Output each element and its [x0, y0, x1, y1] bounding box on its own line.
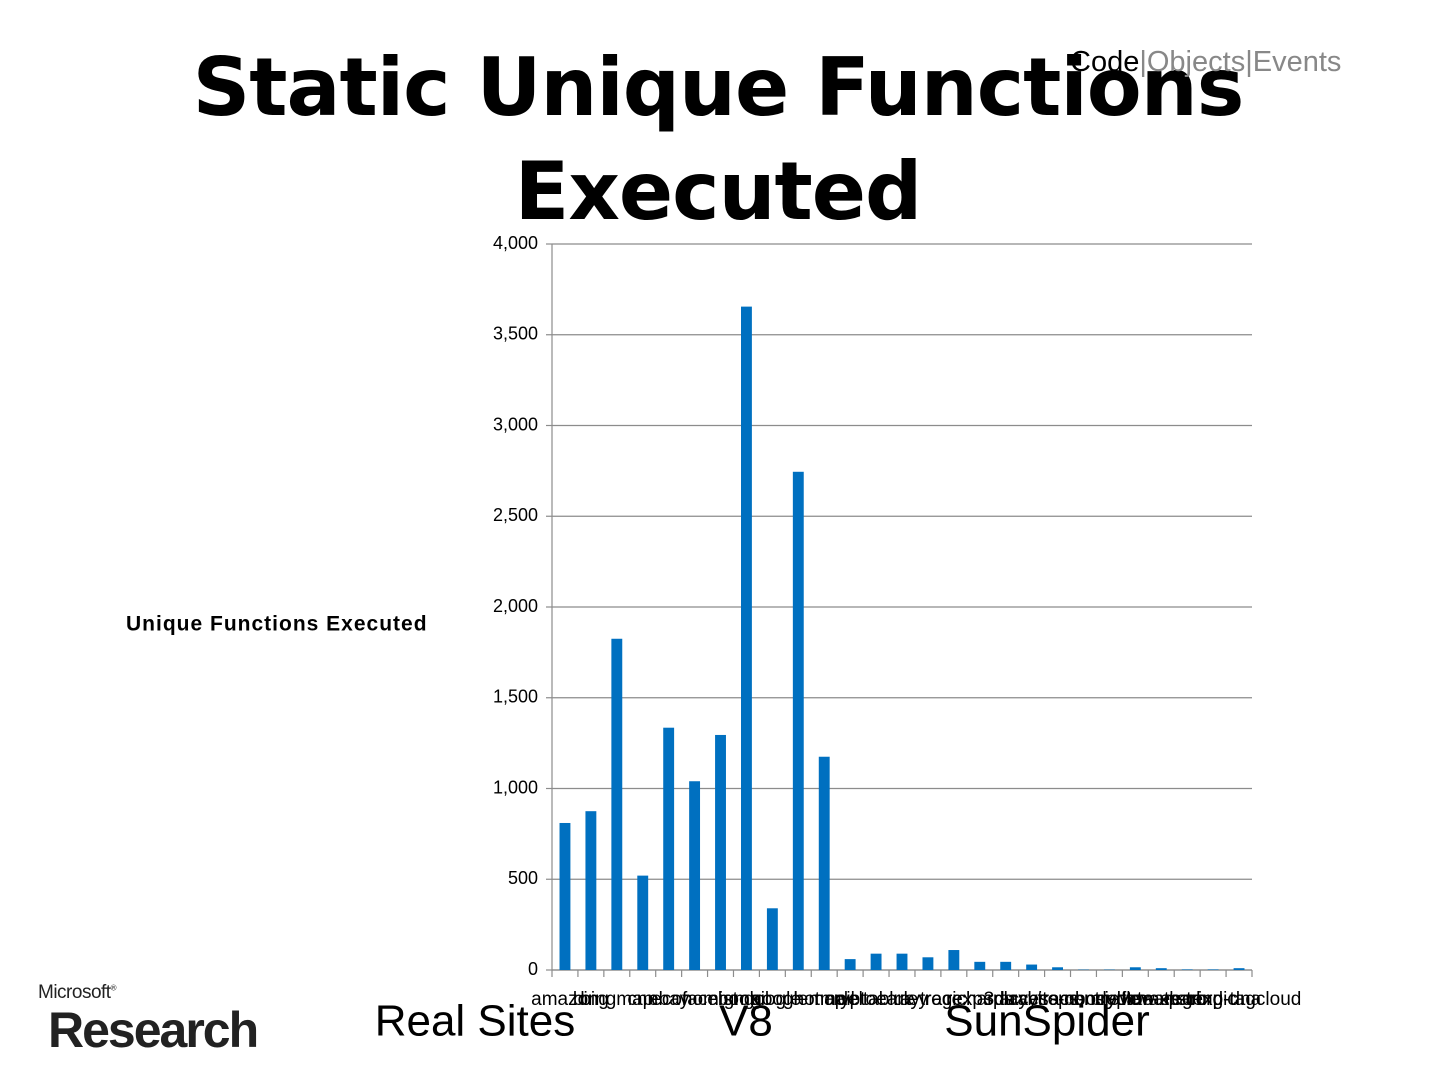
x-tick-label: string-tagcloud — [1177, 989, 1302, 1010]
bar — [1233, 968, 1245, 970]
bar — [948, 950, 960, 970]
y-tick-label: 4,000 — [493, 233, 538, 253]
nav-item[interactable]: Code — [1070, 46, 1140, 78]
y-tick-label: 500 — [508, 868, 538, 888]
bar — [611, 638, 623, 970]
x-tick-label: earley — [876, 989, 928, 1010]
nav-item[interactable]: Objects — [1146, 46, 1246, 78]
bar — [792, 471, 804, 970]
x-tick-label: controlflow — [1064, 989, 1155, 1010]
nav: Code|Objects|Events — [1070, 46, 1341, 79]
bar — [844, 959, 856, 970]
bar — [818, 756, 830, 970]
x-tick-label: cnn — [627, 989, 658, 1010]
x-tick-label: gmail — [724, 989, 769, 1010]
nav-item[interactable]: Events — [1252, 46, 1342, 78]
bar — [922, 957, 934, 970]
y-tick-label: 0 — [528, 959, 538, 979]
bar — [715, 734, 726, 970]
bar — [766, 908, 778, 970]
bar — [741, 306, 752, 970]
bar — [870, 953, 882, 970]
x-tick-label: crypto — [824, 989, 876, 1010]
x-tick-label: bing — [573, 989, 609, 1010]
logo-division: Research — [48, 1002, 259, 1058]
y-tick-label: 3,000 — [493, 414, 538, 434]
bar — [896, 953, 908, 970]
x-tick-label: richards — [946, 989, 1014, 1010]
bar — [663, 727, 675, 970]
y-tick-label: 1,500 — [493, 687, 538, 707]
x-tick-label: access-nbody — [999, 989, 1117, 1010]
nav-separator: | — [1139, 46, 1147, 78]
group-label: Real Sites — [375, 997, 576, 1046]
bar — [1129, 967, 1141, 970]
bar — [1207, 969, 1219, 970]
x-tick-label: ebay — [648, 989, 690, 1010]
x-tick-label: economist — [651, 989, 738, 1010]
bar — [974, 961, 986, 970]
x-tick-label: crypto-aes — [1091, 989, 1180, 1010]
x-tick-label: hotmail — [794, 989, 855, 1010]
y-tick-label: 2,000 — [493, 596, 538, 616]
x-tick-label: deltablue — [838, 989, 915, 1010]
x-tick-label: bitops-nsieve — [1028, 989, 1140, 1010]
x-tick-label: date-xparb — [1116, 989, 1207, 1010]
group-label: SunSpider — [944, 997, 1149, 1046]
x-tick-label: google — [744, 989, 801, 1010]
bar — [637, 875, 649, 970]
slide-title: Static Unique Functions Executed — [192, 41, 1245, 238]
nav-separator: | — [1245, 46, 1253, 78]
y-axis-title: Unique Functions Executed — [126, 613, 428, 636]
bar — [689, 781, 701, 970]
group-label: V8 — [719, 997, 773, 1046]
x-tick-label: 3d-raytrace — [984, 989, 1080, 1010]
bar — [1026, 964, 1038, 970]
x-tick-label: splay — [984, 989, 1029, 1010]
y-tick-label: 2,500 — [493, 505, 538, 525]
x-tick-label: bingmap — [580, 989, 653, 1010]
x-tick-label: regexp — [925, 989, 983, 1010]
y-tick-label: 1,000 — [493, 777, 538, 797]
x-tick-label: facebook — [682, 989, 760, 1010]
x-tick-label: math-cordic — [1138, 989, 1237, 1010]
logo-mark: ® — [110, 983, 117, 993]
bar — [585, 811, 597, 970]
x-tick-label: amazon — [531, 989, 599, 1010]
y-tick-label: 3,500 — [493, 324, 538, 344]
bar — [1181, 969, 1193, 970]
bar — [1000, 961, 1012, 970]
bar — [1155, 968, 1167, 970]
x-tick-label: regexp-dna — [1165, 989, 1262, 1010]
logo-company: Microsoft — [38, 982, 111, 1003]
bar — [559, 822, 571, 970]
bar — [1052, 967, 1063, 970]
x-tick-label: raytrace — [894, 989, 963, 1010]
logo: Microsoft® Research — [38, 982, 259, 1058]
x-tick-label: googlemap — [751, 989, 845, 1010]
